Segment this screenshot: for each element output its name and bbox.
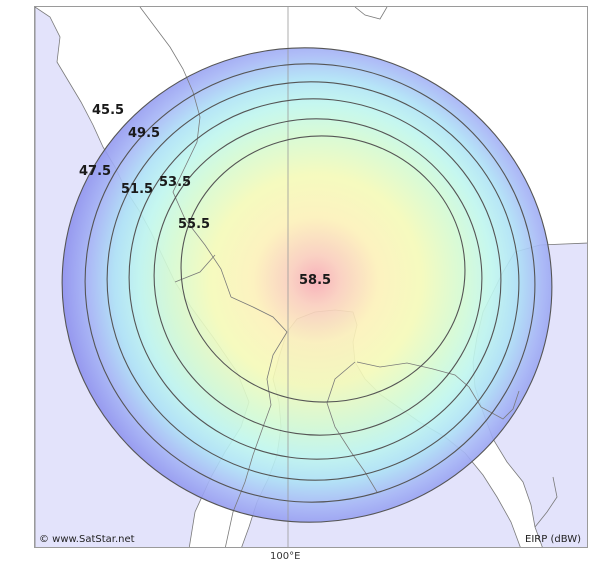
contour-55-5 [180, 135, 466, 403]
contour-49-5 [106, 81, 520, 481]
country-borders [139, 7, 558, 547]
coverage-map: 45.5 47.5 49.5 51.5 53.5 55.5 58.5 © www… [34, 6, 588, 548]
contour-label-45-5: 45.5 [92, 103, 125, 118]
contour-51-5 [128, 98, 502, 460]
contour-45-5 [61, 47, 553, 523]
contour-label-58-5: 58.5 [299, 273, 332, 288]
coverage-map-canvas [35, 7, 587, 547]
longitude-label: 100°E [270, 551, 301, 562]
beam-footprint [62, 47, 552, 523]
attribution-text: © www.SatStar.net [39, 534, 135, 545]
contour-53-5 [153, 118, 483, 436]
contour-lines [61, 47, 553, 523]
contour-label-55-5: 55.5 [178, 217, 211, 232]
contour-label-51-5: 51.5 [121, 182, 154, 197]
unit-label: EIRP (dBW) [525, 534, 581, 545]
contour-label-49-5: 49.5 [128, 126, 161, 141]
contour-label-53-5: 53.5 [159, 175, 192, 190]
contour-label-47-5: 47.5 [79, 164, 112, 179]
contour-47-5 [84, 63, 536, 503]
